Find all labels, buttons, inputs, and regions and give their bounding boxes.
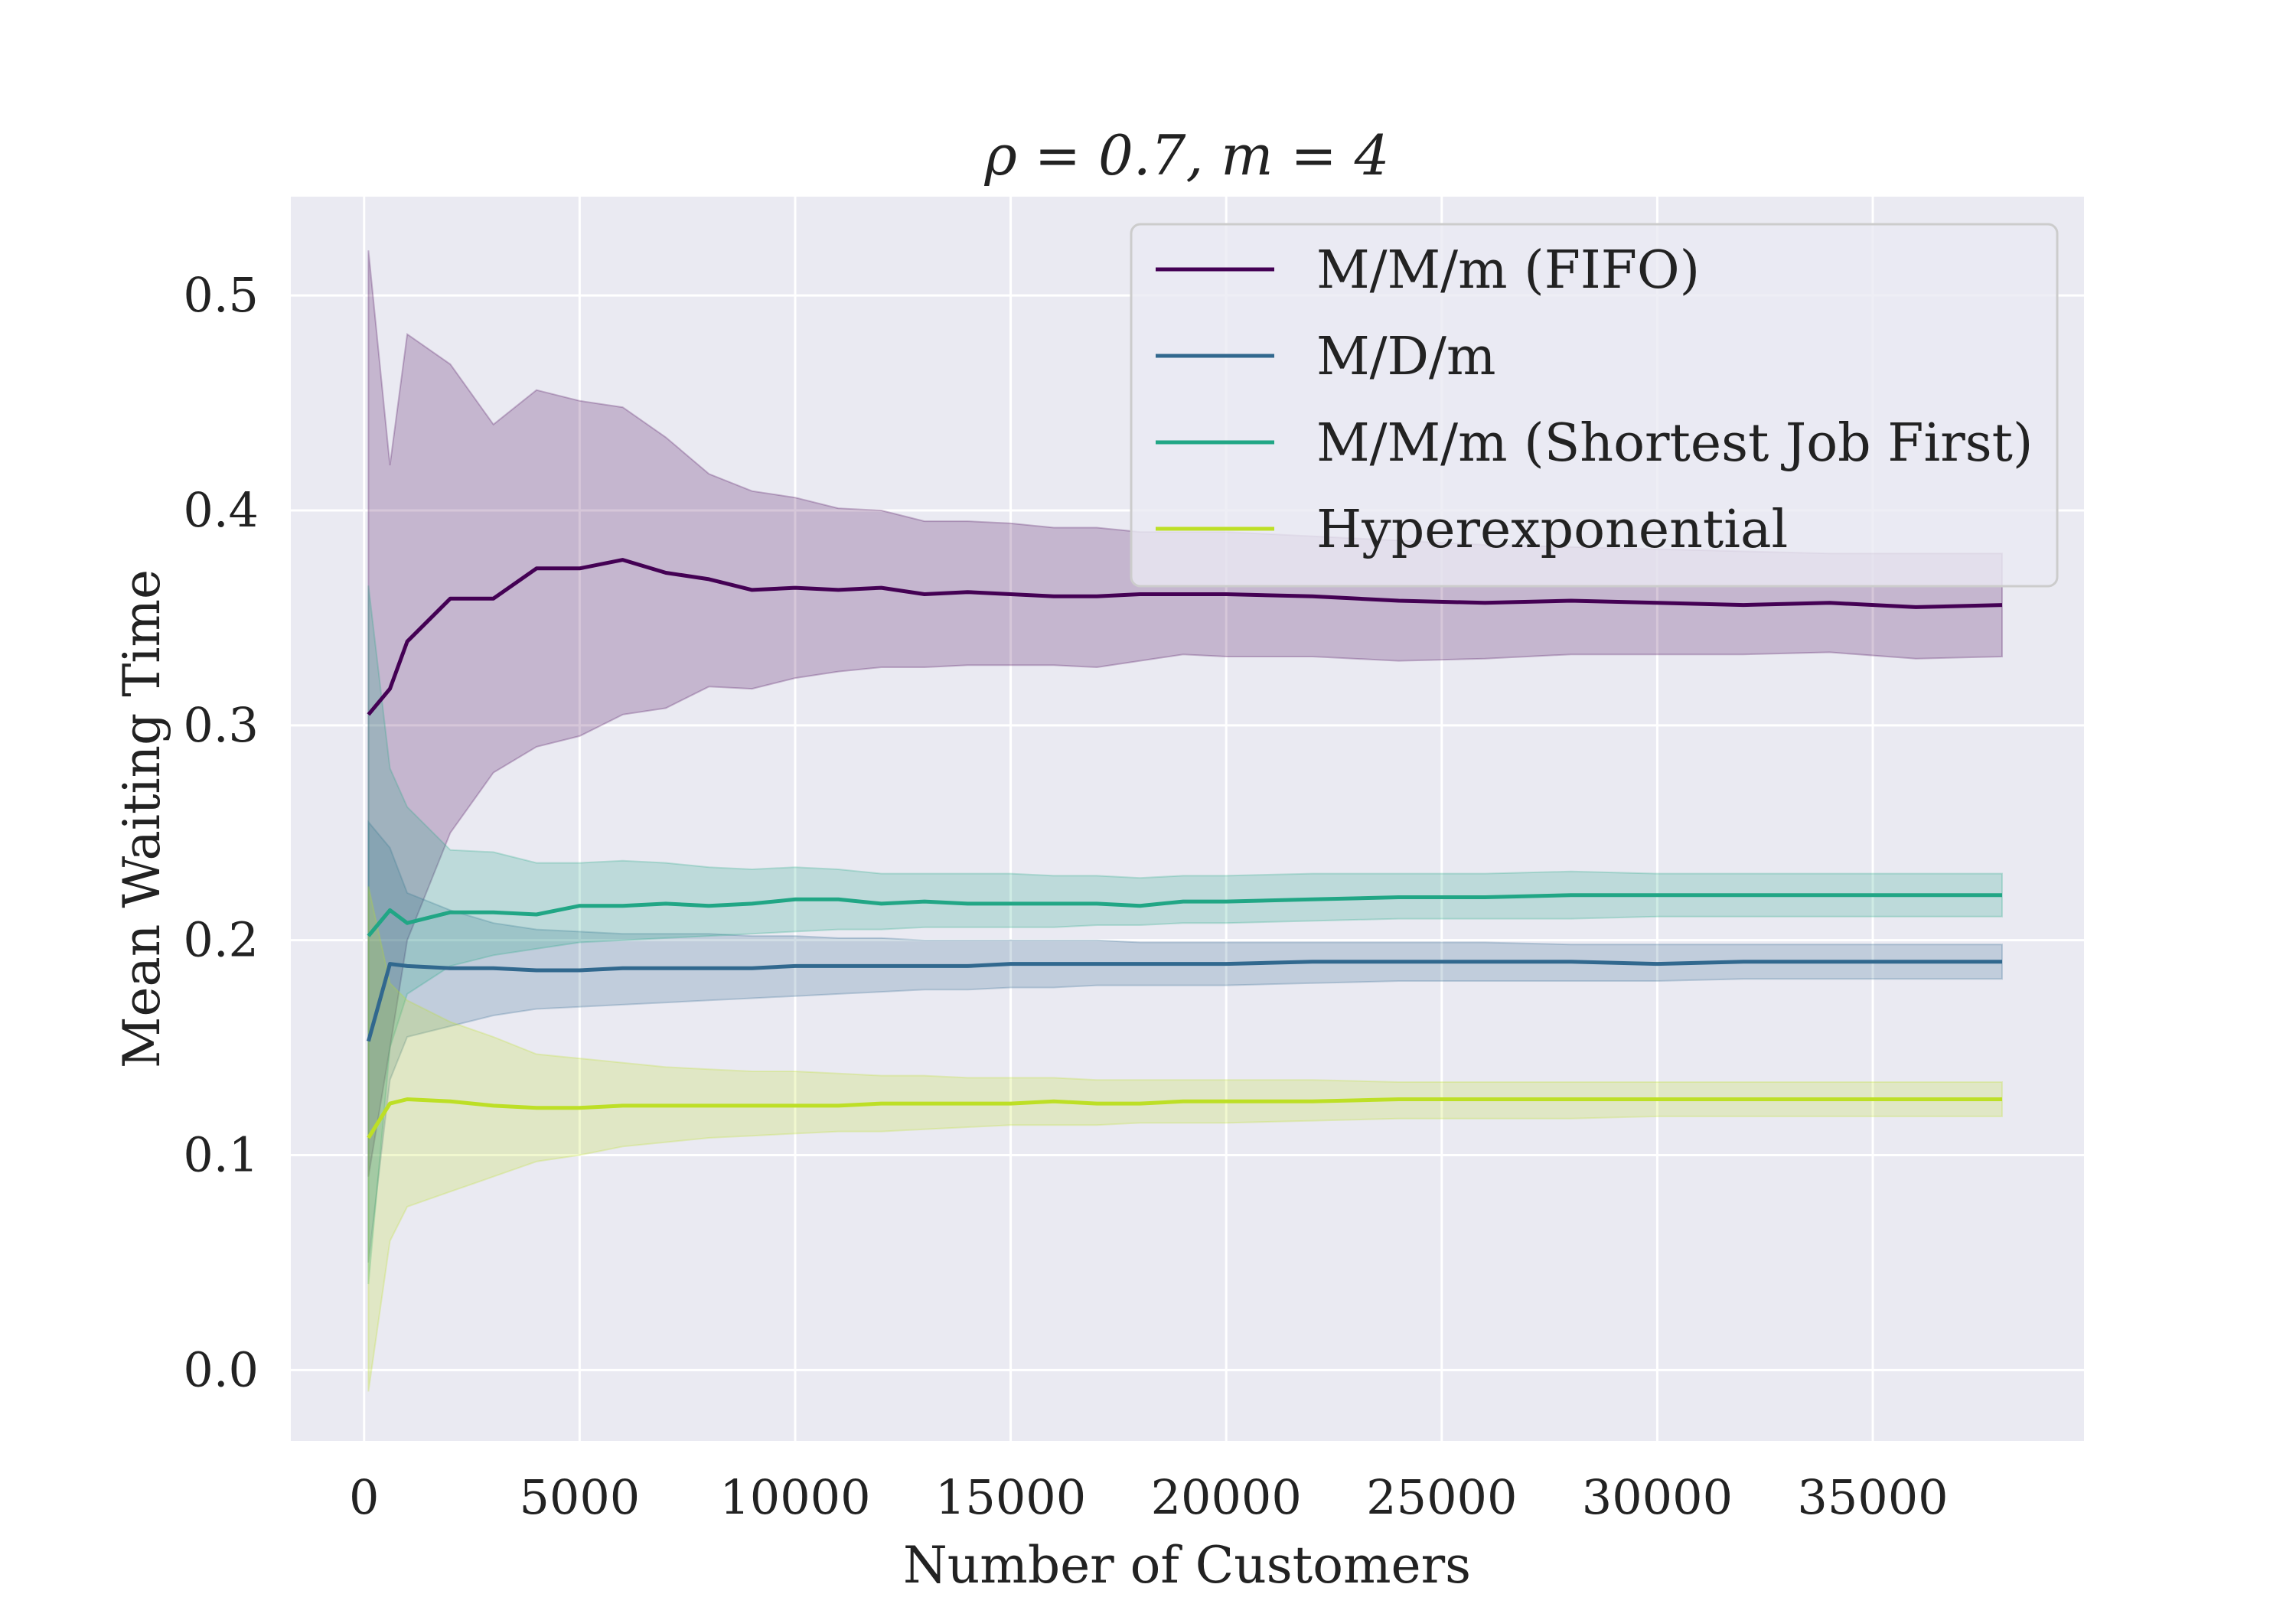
legend-item: M/D/m	[1156, 327, 1495, 387]
legend-items: M/M/m (FIFO) M/D/m M/M/m (Shortest Job Fir…	[1156, 240, 2033, 560]
confidence-band	[367, 820, 2003, 1263]
x-tick-label: 25000	[1366, 1469, 1517, 1525]
confidence-bands	[367, 250, 2003, 1392]
series-lines	[366, 558, 2003, 1139]
series-line	[367, 1097, 2002, 1139]
series-line	[366, 960, 2002, 1042]
x-tick-label: 5000	[519, 1469, 640, 1525]
x-tick-labels: 0 5000 10000 15000 20000 25000 30000 35000	[349, 1469, 1949, 1525]
y-tick-label: 0.2	[183, 912, 259, 968]
x-tick-label: 0	[349, 1469, 379, 1525]
y-tick-label: 0.1	[183, 1126, 259, 1182]
series-line	[367, 558, 2003, 716]
x-axis-title: Number of Customers	[903, 1536, 1471, 1595]
confidence-band	[367, 585, 2003, 1285]
legend-box	[1130, 223, 2059, 588]
chart-title: ρ = 0.7, m = 4	[984, 123, 1390, 187]
legend-item: M/M/m (Shortest Job First)	[1156, 413, 2033, 474]
y-tick-label: 0.0	[183, 1341, 259, 1397]
legend-label: Hyperexponential	[1316, 500, 1788, 560]
y-tick-labels: 0.0 0.1 0.2 0.3 0.4 0.5	[183, 267, 259, 1397]
confidence-band	[367, 250, 2003, 1177]
x-tick-label: 35000	[1797, 1469, 1948, 1525]
x-tick-label: 20000	[1151, 1469, 1302, 1525]
legend-label: M/M/m (FIFO)	[1316, 240, 1700, 301]
x-tick-label: 30000	[1582, 1469, 1733, 1525]
confidence-band	[367, 886, 2003, 1392]
legend-label: M/M/m (Shortest Job First)	[1316, 413, 2033, 474]
legend-label: M/D/m	[1316, 327, 1495, 387]
y-tick-label: 0.5	[183, 267, 259, 323]
legend-item: Hyperexponential	[1156, 500, 1788, 560]
x-tick-label: 10000	[719, 1469, 870, 1525]
x-tick-label: 15000	[935, 1469, 1086, 1525]
y-tick-label: 0.4	[183, 482, 259, 538]
legend: M/M/m (FIFO) M/D/m M/M/m (Shortest Job Fir…	[1130, 223, 2059, 588]
y-axis-title: Mean Waiting Time	[113, 569, 171, 1068]
legend-item: M/M/m (FIFO)	[1156, 240, 1700, 301]
y-tick-label: 0.3	[183, 697, 259, 753]
series-line	[367, 893, 2002, 937]
